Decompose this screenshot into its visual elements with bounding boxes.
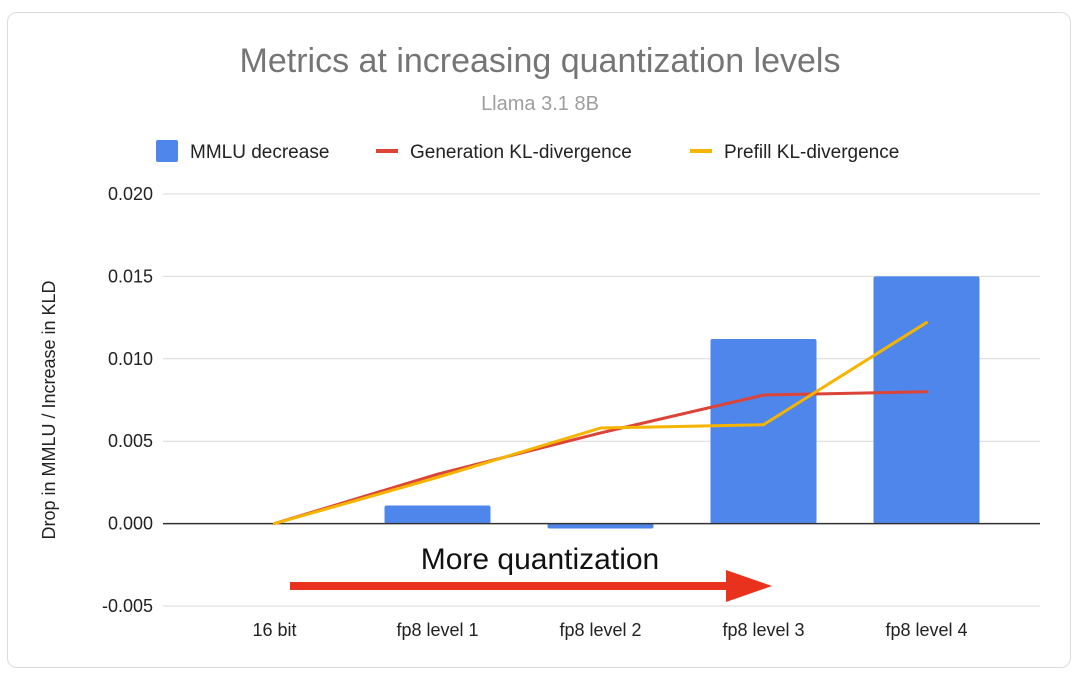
bar: [873, 276, 980, 524]
chart-title: Metrics at increasing quantization level…: [240, 42, 841, 80]
y-tick-label: 0.015: [108, 266, 153, 286]
legend: MMLU decrease Generation KL-divergence Pre…: [156, 140, 899, 163]
bar-series: [384, 276, 980, 529]
line-series: [273, 321, 928, 526]
arrow-head: [726, 570, 772, 602]
annotation: More quantization: [290, 543, 772, 602]
x-tick-label: fp8 level 1: [396, 620, 478, 640]
x-tick-label: 16 bit: [252, 620, 296, 640]
y-tick-labels: -0.005 0.000 0.005 0.010 0.015 0.020: [102, 184, 153, 616]
annotation-text: More quantization: [421, 543, 659, 576]
legend-label: Generation KL-divergence: [410, 142, 632, 163]
series-line: [273, 321, 928, 526]
x-tick-label: fp8 level 3: [722, 620, 804, 640]
legend-label: Prefill KL-divergence: [724, 142, 899, 163]
bar: [710, 339, 817, 524]
y-tick-label: 0.000: [108, 514, 153, 534]
y-axis-label: Drop in MMLU / Increase in KLD: [39, 280, 59, 539]
legend-label: MMLU decrease: [190, 142, 329, 163]
y-tick-label: 0.005: [108, 431, 153, 451]
x-tick-label: fp8 level 2: [559, 620, 641, 640]
y-tick-label: 0.020: [108, 184, 153, 204]
x-tick-label: fp8 level 4: [885, 620, 967, 640]
bar: [547, 523, 654, 529]
y-tick-label: -0.005: [102, 596, 153, 616]
x-tick-labels: 16 bit fp8 level 1 fp8 level 2 fp8 level 3 f…: [252, 620, 967, 640]
y-tick-label: 0.010: [108, 349, 153, 369]
chart-subtitle: Llama 3.1 8B: [481, 93, 599, 115]
legend-swatch: [156, 140, 178, 162]
bar: [384, 505, 491, 524]
series-line: [273, 390, 928, 526]
